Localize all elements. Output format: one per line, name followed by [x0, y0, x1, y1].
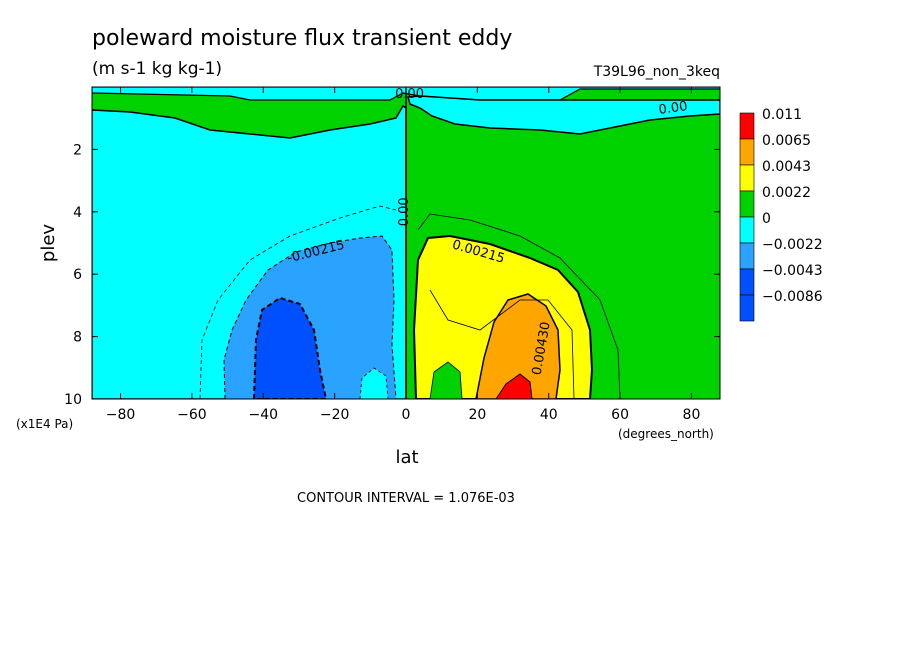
- legend-swatch: [739, 138, 755, 166]
- legend: 0.011 0.0065 0.0043 0.0022 0 −0.0022 −0.0043 −0…: [739, 107, 823, 322]
- x-tick-label: 40: [540, 407, 558, 423]
- x-tick-label: 20: [468, 407, 486, 423]
- contour-label: 0.00: [397, 197, 412, 226]
- legend-label: 0.011: [762, 107, 802, 123]
- region-positive-pocket: [429, 361, 463, 399]
- legend-swatch: [739, 294, 755, 322]
- legend-label: 0.0043: [762, 159, 811, 175]
- chart-title: poleward moisture flux transient eddy: [92, 26, 512, 51]
- x-tick-label: −20: [320, 407, 350, 423]
- x-tick-label: 60: [611, 407, 629, 423]
- x-tick-label: −40: [248, 407, 278, 423]
- y-axis: 2 4 6 8 10: [64, 142, 720, 408]
- legend-label: 0.0022: [762, 185, 811, 201]
- legend-swatch: [739, 216, 755, 244]
- x-tick-label: −60: [177, 407, 207, 423]
- contour-interval-note: CONTOUR INTERVAL = 1.076E-03: [297, 491, 515, 506]
- y-unit-label: (x1E4 Pa): [16, 417, 73, 431]
- region-negative-pocket: [359, 367, 389, 399]
- x-tick-label: 0: [402, 407, 411, 423]
- plot-area: [92, 87, 720, 399]
- legend-label: 0: [762, 211, 771, 227]
- y-tick-label: 6: [73, 267, 82, 283]
- y-tick-label: 2: [73, 142, 82, 158]
- region-negative-large: [252, 296, 328, 399]
- contour-label: 0.00: [395, 87, 424, 102]
- x-tick-label: 80: [683, 407, 701, 423]
- run-label: T39L96_non_3keq: [593, 64, 720, 80]
- x-tick-label: −80: [106, 407, 136, 423]
- legend-label: 0.0065: [762, 133, 811, 149]
- contour-line-pos-outer: [417, 213, 621, 399]
- x-unit-label: (degrees_north): [618, 427, 714, 441]
- legend-label: −0.0086: [762, 289, 823, 305]
- y-tick-label: 8: [73, 330, 82, 346]
- legend-swatch: [739, 112, 755, 140]
- x-axis-title: lat: [395, 447, 418, 468]
- legend-swatch: [739, 164, 755, 192]
- legend-swatch: [739, 190, 755, 218]
- contour-line-pos-inner: [429, 289, 575, 399]
- contour-line-neg-outer: [199, 205, 397, 399]
- region-positive-max: [495, 373, 533, 399]
- contour-label: 0.00: [658, 99, 689, 118]
- legend-swatch: [739, 242, 755, 270]
- region-negative-small-north: [407, 95, 720, 135]
- x-axis: −80 −60 −40 −20 0 20 40 60 80: [106, 87, 701, 423]
- chart-subtitle: (m s-1 kg kg-1): [92, 59, 222, 79]
- y-axis-title: plev: [38, 224, 59, 263]
- y-tick-label: 10: [64, 392, 82, 408]
- y-tick-label: 4: [73, 205, 82, 221]
- legend-label: −0.0022: [762, 237, 823, 253]
- legend-swatch: [739, 268, 755, 296]
- legend-label: −0.0043: [762, 263, 823, 279]
